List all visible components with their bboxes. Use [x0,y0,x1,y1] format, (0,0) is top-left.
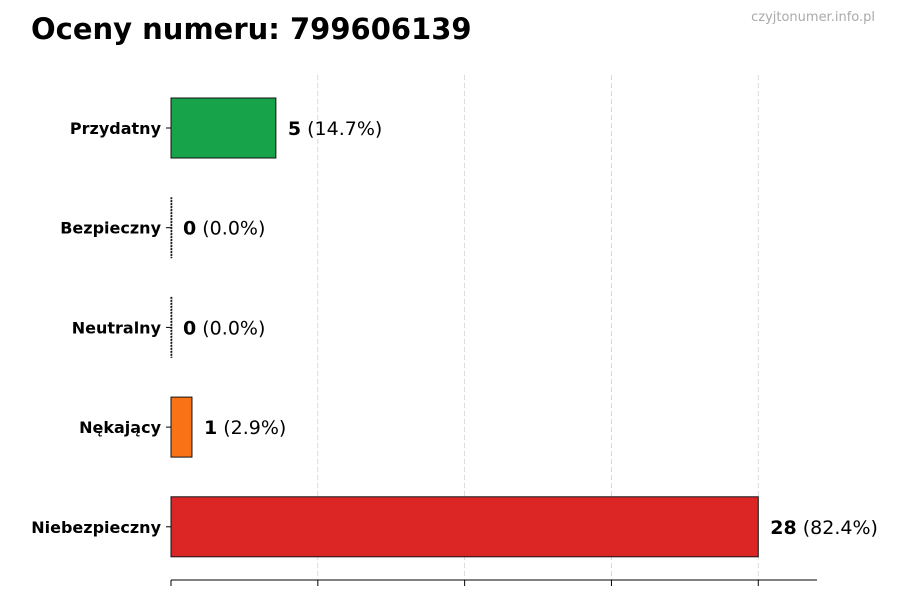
data-label: 5 (14.7%) [288,118,382,140]
data-label: 0 (0.0%) [183,317,265,339]
data-label-percent: (82.4%) [797,517,878,539]
bar-1 [170,197,173,259]
bar-2 [170,296,173,358]
category-label: Nękający [79,418,161,437]
data-label-percent: (14.7%) [301,118,382,140]
data-label-percent: (0.0%) [196,317,265,339]
data-label-percent: (2.9%) [217,417,286,439]
data-label-value: 0 [183,317,196,339]
category-label: Przydatny [70,119,162,138]
bar-3 [170,396,193,458]
chart-title: Oceny numeru: 799606139 [31,12,472,46]
category-label: Niebezpieczny [31,518,161,537]
watermark: czyjtonumer.info.pl [751,10,875,25]
data-label-value: 0 [183,218,196,240]
data-label-value: 28 [770,517,796,539]
data-label-value: 1 [204,417,217,439]
data-label: 1 (2.9%) [204,417,286,439]
data-label-percent: (0.0%) [196,218,265,240]
bar-0 [170,97,277,159]
data-label: 0 (0.0%) [183,218,265,240]
category-label: Bezpieczny [60,219,161,238]
data-label-value: 5 [288,118,301,140]
data-label: 28 (82.4%) [770,517,878,539]
category-label: Neutralny [72,318,162,337]
bar-4 [170,496,759,558]
